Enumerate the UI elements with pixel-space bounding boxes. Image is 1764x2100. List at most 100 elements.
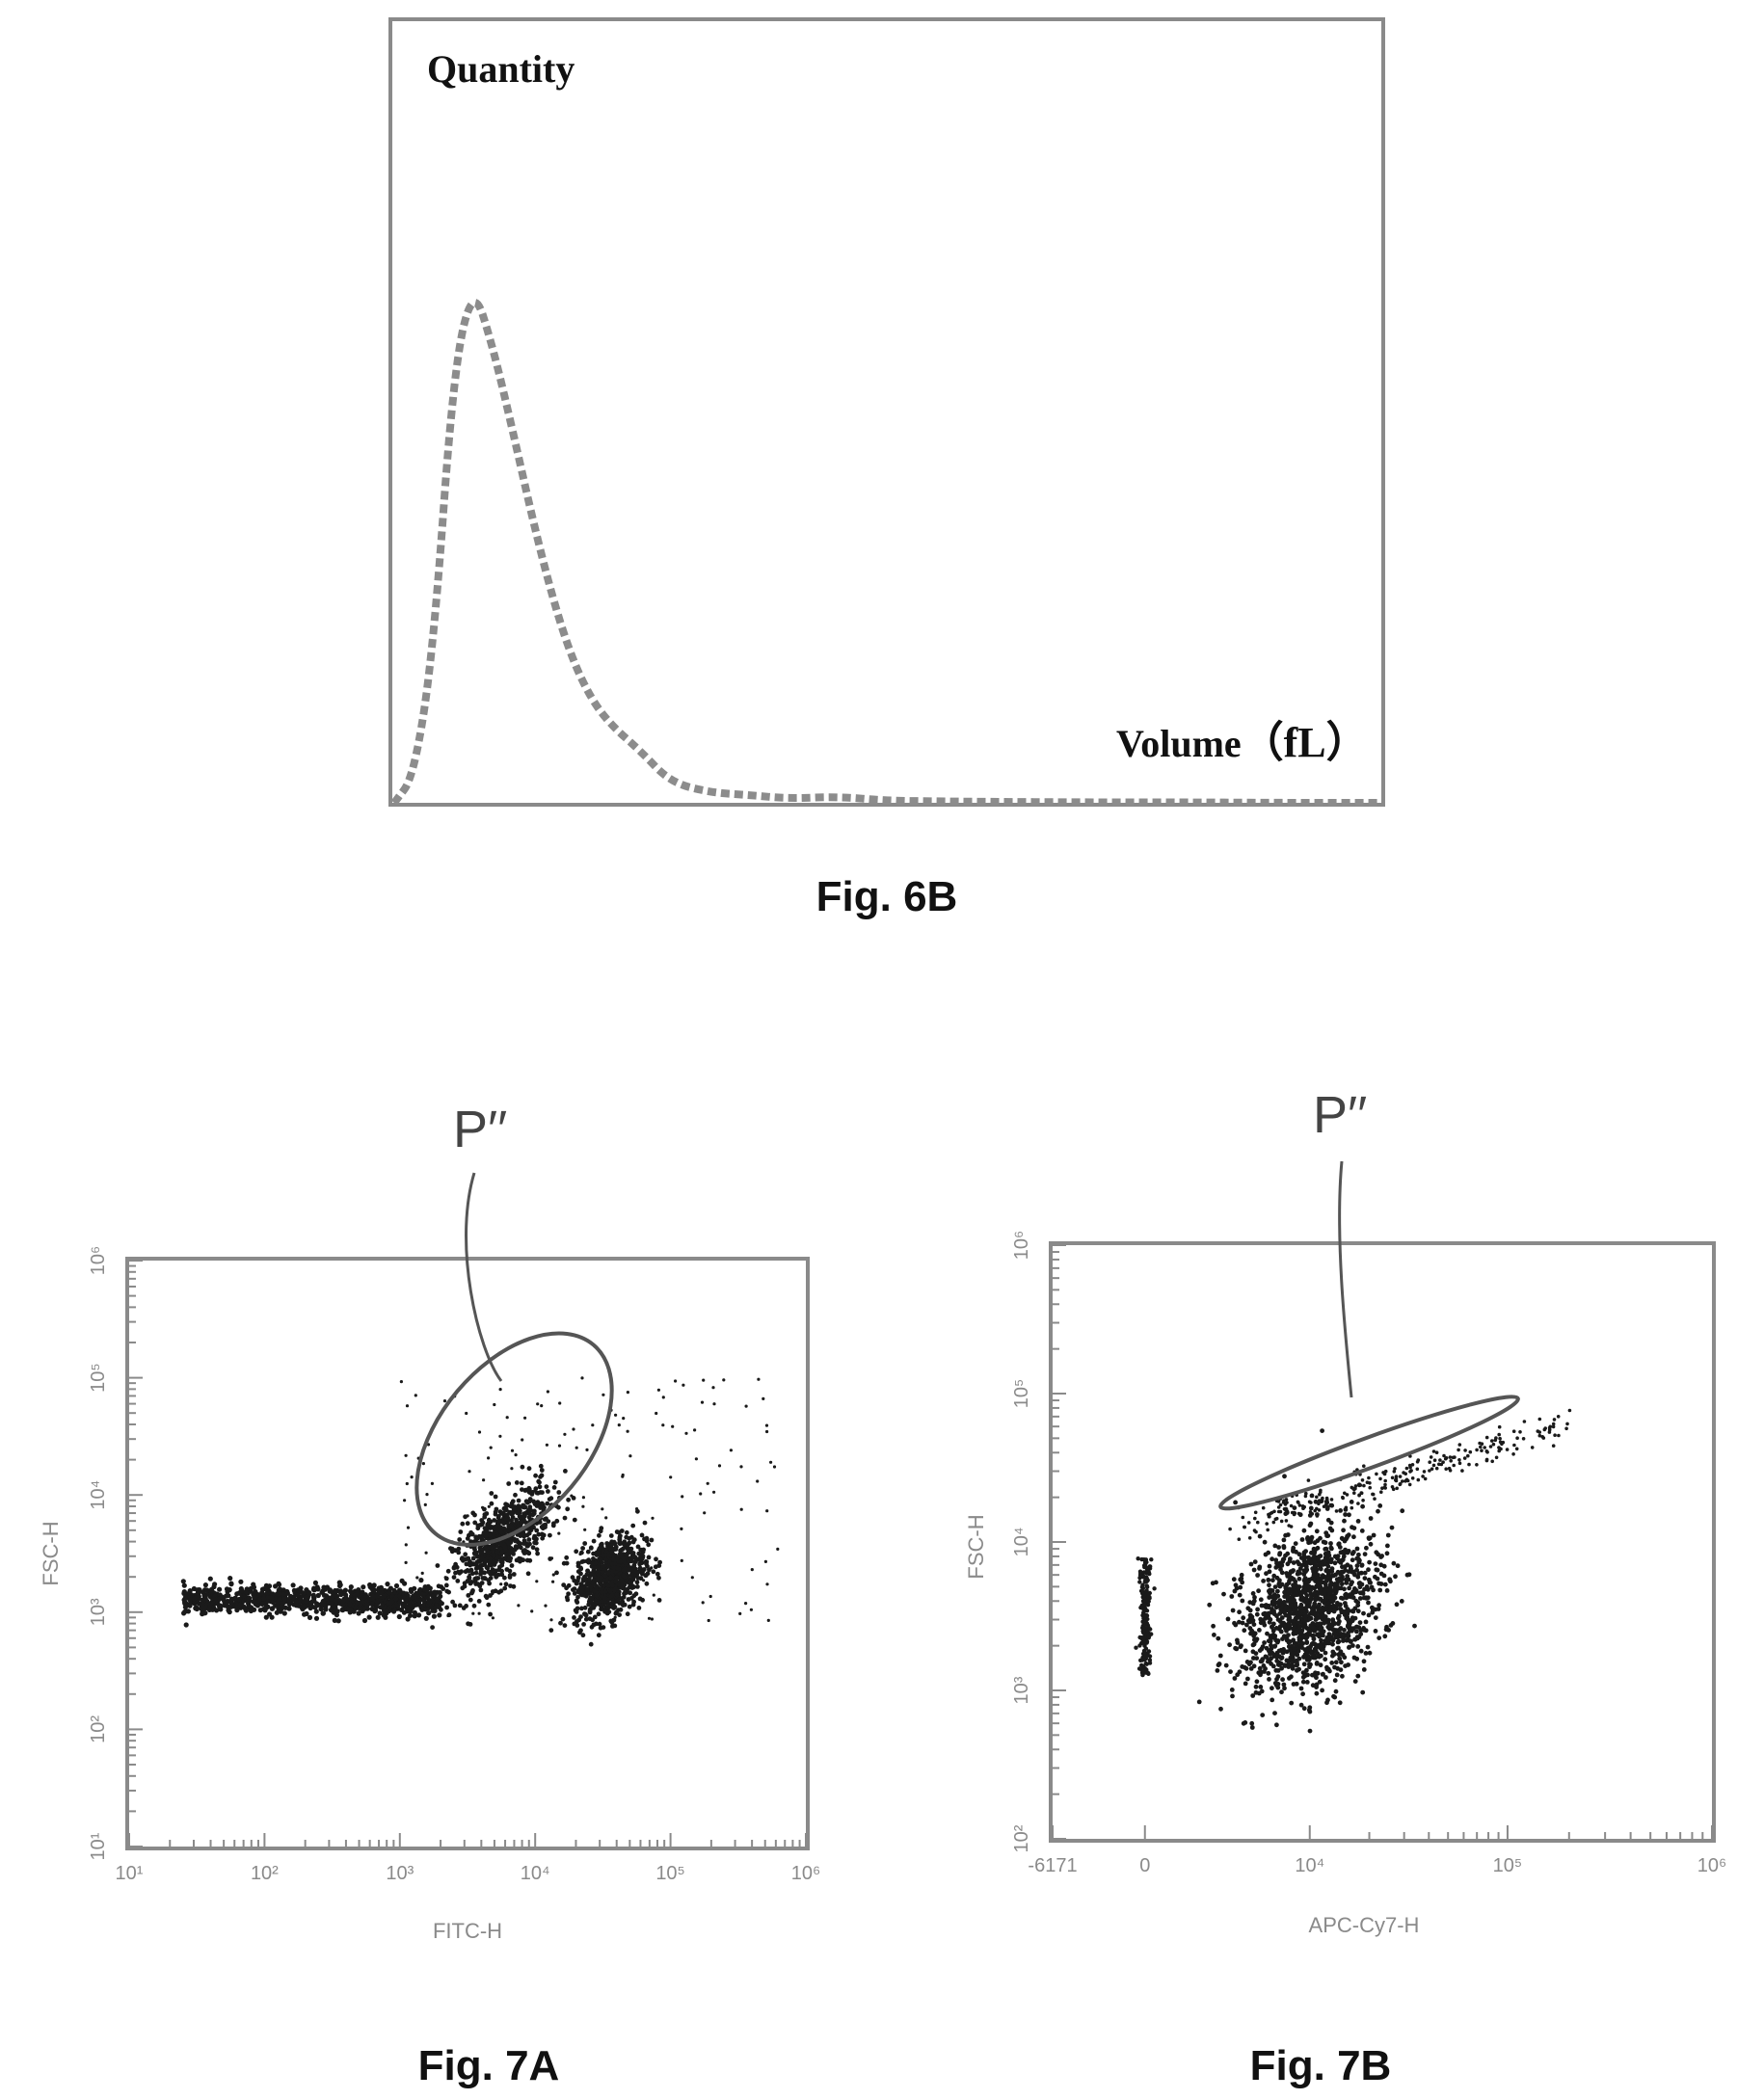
fig7b-event-point <box>1343 1604 1349 1608</box>
fig7b-event-point <box>1567 1408 1572 1413</box>
fig7a-event-point <box>273 1583 279 1589</box>
fig7b-event-point <box>1378 1476 1382 1481</box>
fig7a-event-point <box>604 1541 610 1546</box>
fig7a-event-point <box>459 1569 464 1575</box>
fig7b-event-point <box>1271 1608 1276 1614</box>
fig7b-event-point <box>1275 1593 1281 1599</box>
fig7a-event-point <box>407 1602 413 1608</box>
fig7b-event-point <box>1311 1633 1316 1638</box>
fig7a-event-point <box>572 1615 576 1620</box>
fig7a-event-point <box>575 1560 581 1566</box>
fig7a-event-point <box>700 1400 705 1404</box>
fig7a-event-point <box>361 1584 366 1590</box>
fig7b-event-point <box>1291 1682 1296 1687</box>
fig7a-event-point <box>539 1501 545 1506</box>
fig7b-event-point <box>1142 1650 1148 1656</box>
fig7b-event-point <box>1361 1610 1366 1616</box>
fig7a-event-point <box>594 1593 600 1599</box>
fig7a-event-point <box>246 1595 252 1601</box>
fig7a-event-point <box>409 1588 414 1594</box>
fig7b-event-point <box>1371 1587 1376 1593</box>
fig7a-event-point <box>313 1608 319 1614</box>
fig7a-event-point <box>348 1607 354 1612</box>
fig7b-event-point <box>1407 1463 1412 1468</box>
fig7b-event-point <box>1355 1608 1361 1614</box>
fig7a-event-point <box>228 1596 235 1602</box>
fig7b-event-point <box>1401 1479 1404 1483</box>
fig7a-event-point <box>776 1547 780 1551</box>
fig7b-event-point <box>1286 1622 1292 1628</box>
fig7b-event-point <box>1246 1521 1251 1525</box>
fig7a-event-point <box>584 1586 590 1592</box>
fig7b-event-point <box>1355 1519 1361 1524</box>
fig7b-event-point <box>1373 1629 1378 1634</box>
fig7b-event-point <box>1238 1584 1243 1590</box>
fig7a-event-point <box>622 1417 626 1421</box>
fig7b-event-point <box>1367 1559 1372 1565</box>
fig7a-event-point <box>655 1411 658 1416</box>
fig7b-event-point <box>1282 1686 1287 1691</box>
fig7b-event-point <box>1136 1556 1140 1561</box>
fig7a-event-point <box>609 1561 615 1566</box>
fig7a-event-point <box>551 1573 555 1577</box>
fig7a-event-point <box>357 1606 363 1611</box>
fig7b-event-point <box>1408 1470 1412 1474</box>
fig7b-event-point <box>1484 1449 1489 1453</box>
fig7b-event-point <box>1273 1667 1279 1673</box>
fig7b-event-point <box>1382 1582 1388 1587</box>
fig7b-event-point <box>1382 1472 1387 1476</box>
fig7b-event-point <box>1497 1424 1502 1429</box>
fig7a-event-point <box>607 1588 613 1594</box>
fig7a-y-tick-label: 10² <box>88 1715 109 1743</box>
fig7b-event-point <box>1287 1586 1292 1592</box>
fig7a-event-point <box>204 1587 210 1593</box>
fig7a-event-point <box>534 1528 540 1533</box>
fig7a-event-point <box>623 1566 628 1572</box>
fig7a-event-point <box>181 1582 187 1588</box>
fig7b-event-point <box>1242 1628 1247 1634</box>
fig7a-event-point <box>505 1416 509 1420</box>
fig7a-event-point <box>436 1583 441 1589</box>
fig7a-gate-label: P′′ <box>453 1101 507 1158</box>
fig7b-event-point <box>1261 1505 1266 1510</box>
fig7b-event-point <box>1378 1582 1384 1586</box>
fig7b-event-point <box>1530 1446 1535 1449</box>
fig7b-event-point <box>1262 1622 1268 1628</box>
fig7a-event-point <box>465 1536 470 1541</box>
fig7a-event-point <box>467 1575 470 1579</box>
fig7a-event-point <box>468 1597 473 1603</box>
fig7a-event-point <box>360 1596 365 1602</box>
fig7a-event-point <box>514 1557 520 1563</box>
fig7b-event-point <box>1291 1545 1296 1551</box>
fig7b-event-point <box>1261 1579 1266 1583</box>
fig7b-event-point <box>1307 1616 1313 1622</box>
fig7b-event-point <box>1259 1603 1265 1608</box>
fig7a-event-point <box>424 1551 428 1555</box>
fig7a-event-point <box>596 1633 601 1638</box>
fig7a-event-point <box>355 1591 361 1597</box>
fig7b-event-point <box>1321 1496 1324 1501</box>
fig7b-event-point <box>1314 1583 1320 1589</box>
fig7a-event-point <box>490 1544 495 1549</box>
fig7a-event-point <box>609 1592 615 1598</box>
fig7b-event-point <box>1463 1449 1467 1452</box>
fig7b-event-point <box>1415 1460 1420 1464</box>
fig7a-event-point <box>440 1601 444 1607</box>
fig7b-event-point <box>1339 1582 1345 1586</box>
fig7a-event-point <box>598 1528 603 1534</box>
fig7a-event-point <box>738 1611 742 1615</box>
fig7a-event-point <box>308 1605 314 1610</box>
fig7a-event-point <box>608 1533 614 1538</box>
fig7a-event-point <box>649 1537 655 1543</box>
fig7b-event-point <box>1356 1502 1360 1505</box>
fig7b-event-point <box>1355 1600 1361 1606</box>
fig7a-event-point <box>489 1569 494 1575</box>
fig7a-event-point <box>183 1622 189 1628</box>
fig7a-event-point <box>193 1606 199 1611</box>
fig7a-event-point <box>580 1376 584 1380</box>
fig7b-event-point <box>1333 1660 1339 1665</box>
fig7b-event-point <box>1384 1588 1390 1593</box>
fig7b-event-point <box>1276 1505 1281 1509</box>
fig7a-event-point <box>404 1560 408 1564</box>
fig7a-event-point <box>295 1592 301 1598</box>
